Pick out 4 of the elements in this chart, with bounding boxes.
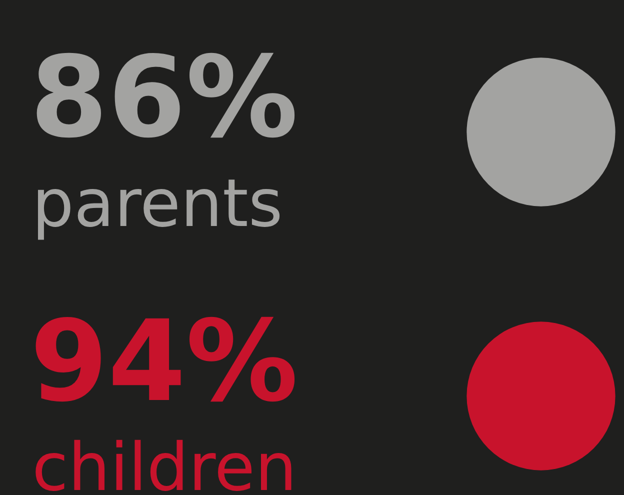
data-label: 94% — [30, 297, 298, 427]
category-label: children — [32, 429, 297, 495]
category-label: parents — [32, 165, 283, 242]
data-label: 86% — [30, 33, 298, 163]
